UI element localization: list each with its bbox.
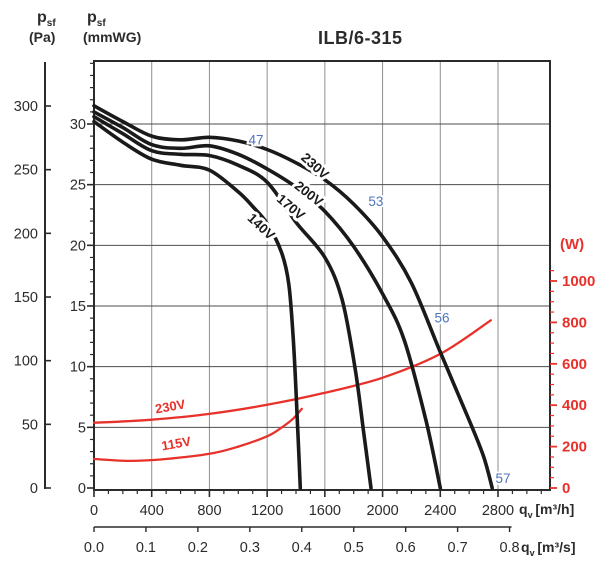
- svg-text:1000: 1000: [562, 273, 595, 290]
- svg-text:250: 250: [14, 163, 38, 179]
- svg-text:5: 5: [78, 420, 86, 436]
- pa-axis: 0 50 100 150 200 250 300: [14, 62, 51, 497]
- svg-text:2000: 2000: [366, 503, 398, 519]
- mmwg-axis-unit: (mmWG): [83, 29, 142, 45]
- svg-text:30: 30: [70, 117, 86, 133]
- svg-text:0.8: 0.8: [499, 540, 519, 556]
- svg-text:1600: 1600: [309, 503, 341, 519]
- flow-axis-s-title: qv [m³/s]: [521, 539, 576, 558]
- svg-text:0: 0: [78, 481, 86, 497]
- watt-axis: 0 200 400 600 800 1000: [550, 270, 595, 497]
- svg-text:0.0: 0.0: [84, 540, 104, 556]
- flow-m3s-axis: 0.0 0.1 0.2 0.3 0.4 0.5 0.6 0.7 0.8: [84, 526, 520, 556]
- svg-text:100: 100: [14, 354, 38, 370]
- curve-label-230v: 230V: [154, 396, 187, 416]
- chart-title: ILB/6-315: [318, 28, 403, 48]
- flow-m3h-axis: 0 400 800 1200 1600 2000 2400 2800: [90, 490, 542, 519]
- pressure-curve-170v: [92, 114, 373, 490]
- pressure-curve-200v: [92, 110, 443, 490]
- svg-text:0.3: 0.3: [240, 540, 260, 556]
- curve-label-115v: 115V: [160, 433, 192, 453]
- svg-text:0.7: 0.7: [448, 540, 468, 556]
- svg-text:20: 20: [70, 238, 86, 254]
- gridlines: [94, 61, 550, 490]
- svg-text:200: 200: [562, 439, 587, 456]
- sound-level-53: 53: [368, 194, 383, 209]
- svg-text:0: 0: [562, 480, 570, 497]
- svg-text:400: 400: [140, 503, 164, 519]
- watt-axis-title: (W): [560, 236, 585, 253]
- svg-text:2800: 2800: [482, 503, 514, 519]
- svg-text:0.6: 0.6: [396, 540, 416, 556]
- mmwg-axis: 0 5 10 15 20 25 30: [70, 62, 94, 497]
- svg-text:150: 150: [14, 290, 38, 306]
- svg-text:0.4: 0.4: [292, 540, 312, 556]
- pressure-curve-230v: [92, 104, 494, 490]
- flow-axis-h-title: qv [m³/h]: [519, 501, 575, 520]
- sound-level-labels: 47 53 56 57: [247, 130, 513, 488]
- curve-label-140v: 140V: [245, 210, 278, 242]
- svg-text:600: 600: [562, 356, 587, 373]
- plot-frame: [93, 60, 551, 491]
- svg-text:15: 15: [70, 299, 86, 315]
- svg-text:800: 800: [197, 503, 221, 519]
- svg-text:0: 0: [90, 503, 98, 519]
- svg-text:10: 10: [70, 360, 86, 376]
- pa-axis-unit: (Pa): [29, 29, 56, 45]
- svg-text:0.2: 0.2: [188, 540, 208, 556]
- pa-axis-symbol: psf: [37, 9, 56, 30]
- pressure-curve-140v: [92, 119, 303, 490]
- svg-text:800: 800: [562, 314, 587, 331]
- svg-text:300: 300: [14, 99, 38, 115]
- svg-text:200: 200: [14, 226, 38, 242]
- sound-level-47: 47: [249, 132, 264, 147]
- svg-text:0.5: 0.5: [344, 540, 364, 556]
- mmwg-axis-symbol: psf: [87, 9, 106, 30]
- sound-level-56: 56: [435, 311, 450, 326]
- svg-text:25: 25: [70, 178, 86, 194]
- svg-text:50: 50: [22, 417, 38, 433]
- svg-text:2400: 2400: [424, 503, 456, 519]
- svg-text:0.1: 0.1: [136, 540, 156, 556]
- svg-text:0: 0: [30, 481, 38, 497]
- svg-text:400: 400: [562, 397, 587, 414]
- svg-text:1200: 1200: [251, 503, 283, 519]
- power-curve-115v: [92, 407, 303, 463]
- sound-level-57: 57: [496, 471, 511, 486]
